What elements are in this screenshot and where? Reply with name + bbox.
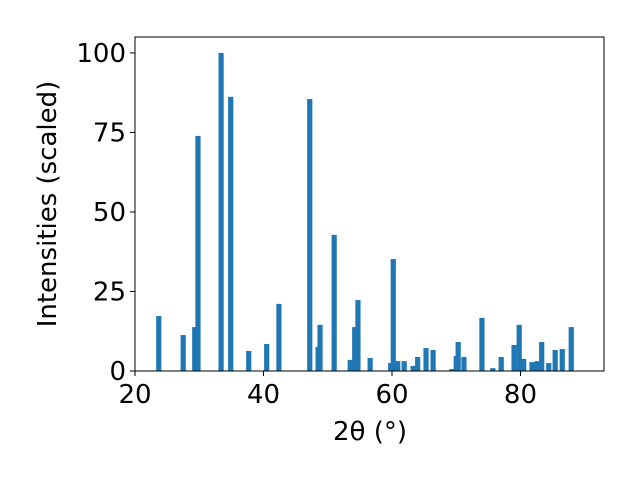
bar [490, 368, 496, 371]
plot-frame [134, 36, 605, 372]
bar [430, 350, 436, 371]
bar [331, 234, 337, 371]
bar [516, 324, 522, 371]
bar [228, 96, 234, 371]
bar [511, 344, 517, 371]
bar [367, 357, 373, 371]
x-axis-label: 2θ (°) [333, 417, 407, 447]
bar [559, 349, 565, 371]
x-tick-label: 20 [118, 380, 151, 410]
bar [307, 99, 313, 372]
x-tick-label: 80 [504, 380, 537, 410]
y-axis-label: Intensities (scaled) [33, 81, 63, 328]
bar [546, 363, 552, 371]
bar [498, 357, 504, 371]
bar [390, 259, 396, 371]
bar [461, 357, 467, 371]
bar [347, 359, 353, 371]
bar [195, 135, 201, 371]
bar [415, 357, 421, 371]
bar [410, 365, 416, 371]
bar [192, 327, 198, 371]
bar [521, 358, 527, 371]
y-tick-label: 100 [76, 39, 126, 69]
bar [479, 317, 485, 371]
x-tick-label: 60 [375, 380, 408, 410]
bar [317, 324, 323, 371]
y-tick-label: 75 [93, 118, 126, 148]
bar [352, 327, 358, 371]
bar [534, 361, 540, 371]
bar [218, 52, 224, 372]
bar [539, 342, 545, 371]
bar [552, 350, 558, 371]
bar [449, 369, 455, 371]
bar [568, 327, 574, 371]
y-tick-label: 50 [93, 198, 126, 228]
bar [264, 343, 270, 371]
bar [455, 342, 461, 371]
bar [276, 303, 282, 371]
bar [355, 300, 361, 371]
bar [156, 315, 162, 371]
bar [246, 350, 252, 371]
bar [395, 361, 401, 371]
bar [423, 348, 429, 371]
y-tick-label: 0 [109, 357, 126, 387]
y-tick-label: 25 [93, 277, 126, 307]
bar [180, 335, 186, 371]
x-tick-label: 40 [247, 380, 280, 410]
bar [401, 361, 407, 371]
bar [529, 362, 535, 371]
